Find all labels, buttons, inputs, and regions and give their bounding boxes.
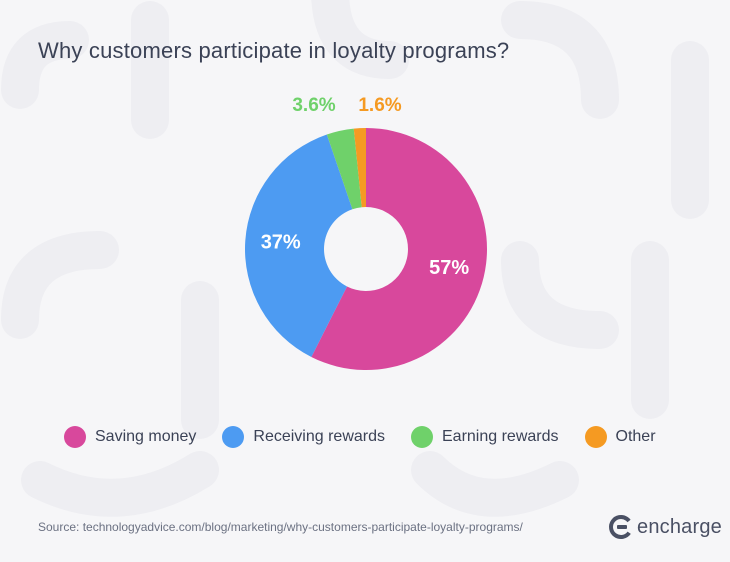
legend-item: Saving money <box>64 426 196 448</box>
label-other: 1.6% <box>358 95 401 116</box>
donut-chart: 57% 37% 3.6% 1.6% <box>245 95 487 370</box>
legend-item: Receiving rewards <box>222 426 385 448</box>
legend-item: Earning rewards <box>411 426 559 448</box>
slice-other <box>353 128 366 208</box>
slice-earning-rewards <box>326 128 362 210</box>
chart-title: Why customers participate in loyalty pro… <box>38 38 510 63</box>
slice-receiving-rewards <box>245 134 353 357</box>
brand-name: encharge <box>637 515 722 538</box>
legend-label: Saving money <box>95 428 197 445</box>
legend-label: Earning rewards <box>442 428 559 445</box>
label-earning-rewards: 3.6% <box>292 95 335 116</box>
label-saving-money: 57% <box>429 257 469 279</box>
legend-swatch <box>584 426 607 448</box>
encharge-logo-icon <box>609 515 633 539</box>
label-receiving-rewards: 37% <box>261 231 301 253</box>
legend: Saving money Receiving rewards Earning rew… <box>64 426 682 448</box>
legend-swatch <box>64 426 86 448</box>
slice-saving-money <box>311 128 487 370</box>
legend-label: Other <box>615 428 656 445</box>
legend-label: Receiving rewards <box>253 428 385 445</box>
legend-swatch <box>222 426 245 448</box>
legend-item: Other <box>584 426 656 448</box>
legend-swatch <box>411 426 433 448</box>
source-text: Source: technologyadvice.com/blog/market… <box>38 520 523 534</box>
brand-logo: encharge <box>608 514 722 540</box>
